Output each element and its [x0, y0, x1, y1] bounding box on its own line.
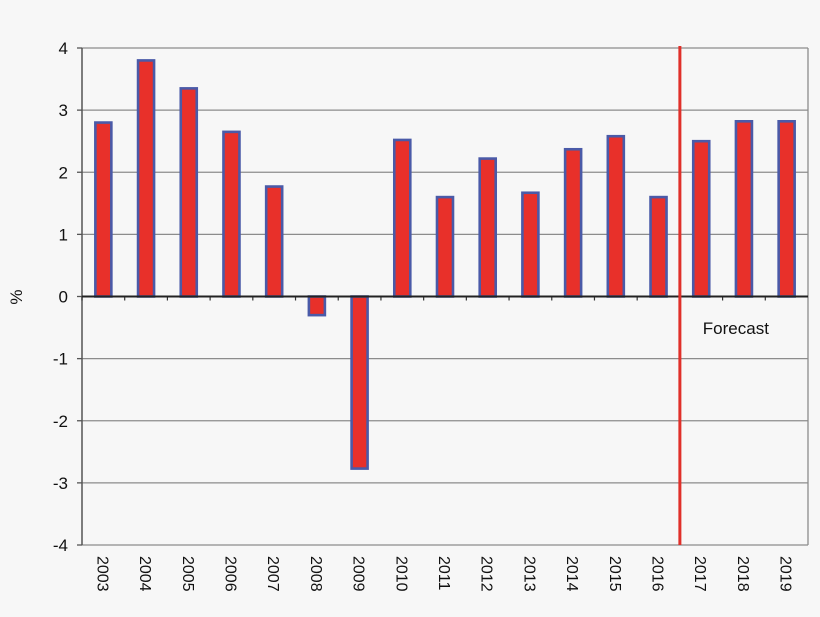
x-tick-label: 2019 [777, 556, 794, 592]
bar-2015 [606, 134, 626, 298]
x-tick-label: 2012 [478, 556, 495, 592]
x-tick-label: 2017 [691, 556, 708, 592]
bar-2011 [435, 195, 455, 298]
y-tick-label: -3 [53, 474, 68, 493]
bar-2016 [649, 195, 668, 298]
forecast-annotation: Forecast [703, 319, 769, 338]
x-tick-label: 2018 [734, 556, 751, 592]
y-tick-label: -1 [53, 350, 68, 369]
y-axis-title: % [7, 289, 26, 304]
bar-2007 [264, 185, 284, 298]
bar-2014 [563, 147, 583, 298]
bar-layer [94, 59, 796, 470]
bar-2017 [691, 139, 711, 298]
bar-2008 [307, 295, 327, 317]
axis-layer: % Forecast 4 3 2 1 0 -1 -2 -3 -4 2003 2004 2005 2006… [7, 39, 808, 592]
bar-2009 [350, 295, 369, 470]
x-tick-label: 2009 [350, 556, 367, 592]
bar-2013 [521, 191, 540, 298]
bar-2006 [222, 130, 241, 298]
y-tick-label: -4 [53, 536, 68, 555]
bar-2004 [136, 59, 156, 298]
x-tick-label: 2014 [563, 556, 580, 592]
x-tick-label: 2011 [435, 556, 452, 591]
bar-2010 [392, 138, 412, 298]
y-tick-label: 2 [59, 163, 68, 182]
x-tick-label: 2010 [392, 556, 409, 592]
bar-2003 [94, 121, 113, 298]
y-tick-label: -2 [53, 412, 68, 431]
y-tick-label: 1 [59, 225, 68, 244]
y-tick-label: 0 [59, 288, 68, 307]
x-tick-label: 2003 [93, 556, 110, 592]
x-tick-label: 2015 [606, 556, 623, 592]
bar-2018 [734, 120, 754, 298]
x-tick-label: 2006 [221, 556, 238, 592]
y-tick-label: 3 [59, 101, 68, 120]
bar-2019 [777, 120, 796, 298]
bar-2012 [478, 157, 498, 298]
bar-2005 [179, 87, 199, 298]
x-tick-label: 2004 [136, 556, 153, 592]
x-tick-label: 2016 [649, 556, 666, 592]
x-tick-label: 2013 [520, 556, 537, 592]
x-tick-label: 2008 [307, 556, 324, 592]
x-tick-label: 2005 [179, 556, 196, 592]
y-tick-label: 4 [59, 39, 68, 58]
x-tick-label: 2007 [264, 556, 281, 592]
